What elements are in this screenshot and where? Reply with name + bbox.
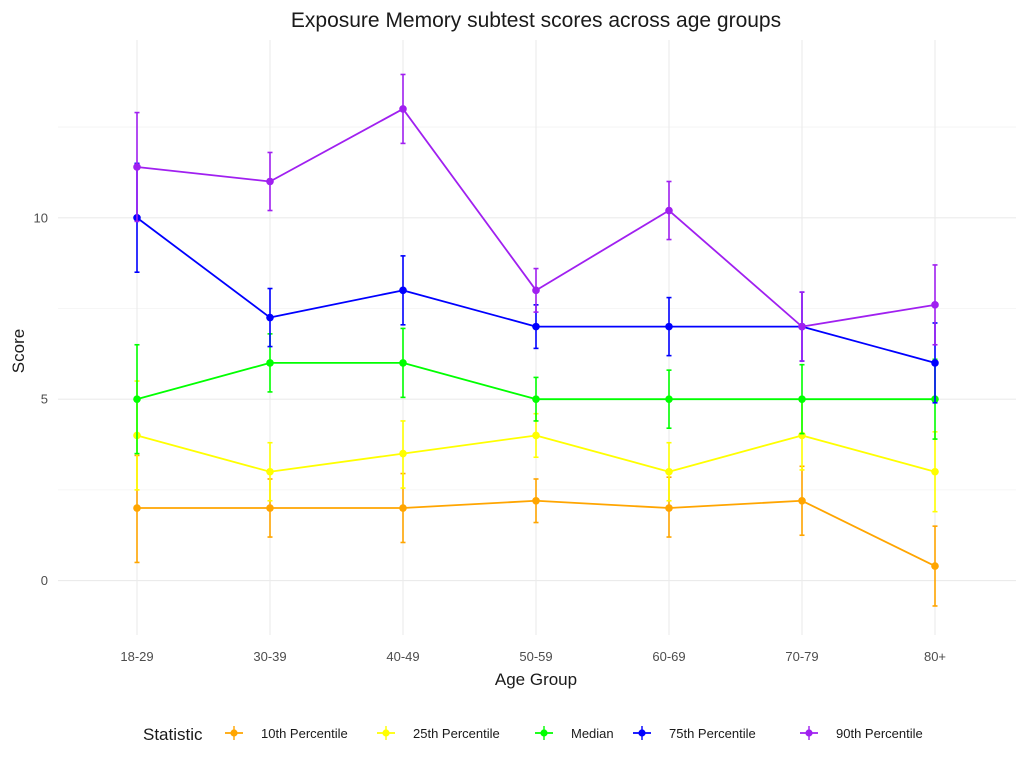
series-75th-percentile	[133, 162, 939, 404]
legend: Statistic 10th Percentile 25th Percentile…	[143, 725, 923, 744]
data-point	[266, 313, 274, 322]
data-point	[133, 504, 141, 512]
legend-item: 10th Percentile	[225, 726, 348, 741]
data-point	[665, 467, 673, 476]
data-point	[931, 467, 939, 476]
y-axis-title: Score	[9, 329, 28, 373]
legend-item: 25th Percentile	[377, 726, 500, 741]
x-tick-label: 80+	[924, 649, 946, 664]
data-point	[133, 163, 141, 171]
data-point	[399, 286, 407, 295]
data-point	[665, 322, 673, 331]
data-point	[532, 431, 540, 440]
data-point	[931, 359, 939, 367]
x-axis-title: Age Group	[495, 670, 577, 689]
data-point	[399, 359, 407, 367]
data-point	[399, 504, 407, 512]
data-point	[532, 395, 540, 403]
data-point	[399, 105, 407, 113]
legend-item: 75th Percentile	[633, 726, 756, 741]
legend-key-point	[638, 729, 646, 737]
series-90th-percentile	[133, 73, 939, 362]
x-tick-label: 30-39	[253, 649, 286, 664]
data-point	[532, 496, 540, 505]
data-point	[532, 322, 540, 331]
data-point	[532, 286, 540, 295]
y-tick-label: 0	[41, 573, 48, 588]
data-point	[266, 177, 274, 186]
legend-label: Median	[571, 726, 614, 741]
x-tick-label: 50-59	[519, 649, 552, 664]
legend-label: 10th Percentile	[261, 726, 348, 741]
x-tick-label: 60-69	[652, 649, 685, 664]
data-point	[931, 301, 939, 309]
data-point	[266, 359, 274, 367]
legend-key-point	[230, 729, 238, 737]
legend-key-point	[382, 729, 390, 737]
legend-label: 75th Percentile	[669, 726, 756, 741]
axes: 0 5 10 18-29 30-39 40-49 50-59 60-69 70-79 80+	[34, 210, 947, 664]
legend-label: 90th Percentile	[836, 726, 923, 741]
series-layer	[133, 73, 939, 607]
y-tick-label: 10	[34, 210, 48, 225]
data-point	[266, 467, 274, 476]
data-point	[798, 395, 806, 403]
x-tick-label: 70-79	[785, 649, 818, 664]
data-point	[133, 395, 141, 403]
data-point	[399, 449, 407, 458]
data-point	[798, 496, 806, 505]
legend-item: Median	[535, 726, 614, 741]
legend-item: 90th Percentile	[800, 726, 923, 741]
legend-key-point	[540, 729, 548, 737]
legend-label: 25th Percentile	[413, 726, 500, 741]
data-point	[266, 504, 274, 512]
legend-title: Statistic	[143, 725, 203, 744]
data-point	[665, 395, 673, 403]
x-tick-label: 40-49	[386, 649, 419, 664]
grid	[58, 40, 1016, 635]
x-tick-label: 18-29	[120, 649, 153, 664]
data-point	[798, 322, 806, 331]
data-point	[665, 206, 673, 215]
y-tick-label: 5	[41, 392, 48, 407]
chart-title: Exposure Memory subtest scores across ag…	[291, 9, 781, 32]
legend-key-point	[805, 729, 813, 737]
data-point	[665, 504, 673, 512]
data-point	[931, 562, 939, 570]
